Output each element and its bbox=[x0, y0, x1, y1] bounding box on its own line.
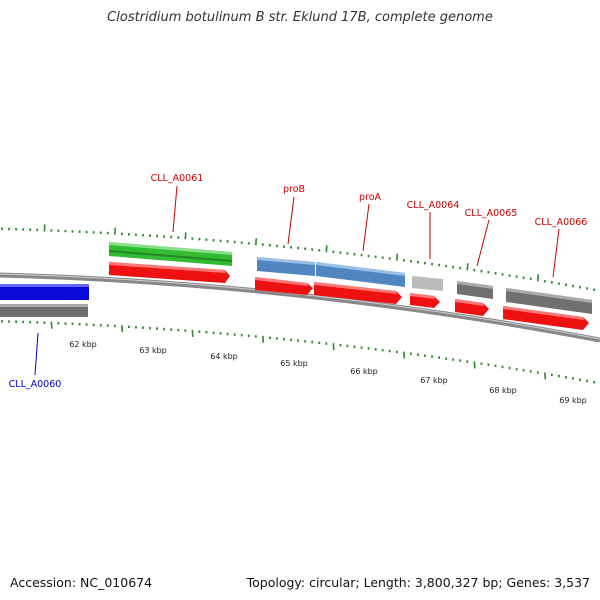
gene-CLL_A0064[interactable] bbox=[410, 276, 443, 308]
gene-label-CLL_A0064[interactable]: CLL_A0064 bbox=[407, 200, 460, 211]
major-tick bbox=[50, 321, 53, 329]
gene-label-CLL_A0060[interactable]: CLL_A0060 bbox=[9, 379, 62, 390]
major-tick bbox=[396, 253, 399, 261]
major-tick bbox=[325, 245, 328, 253]
gene-CLL_A0060[interactable] bbox=[0, 284, 89, 317]
gene-CLL_A0066[interactable] bbox=[503, 288, 592, 330]
major-tick bbox=[403, 351, 406, 359]
gene-label-proA[interactable]: proA bbox=[359, 192, 382, 203]
major-tick bbox=[544, 372, 547, 380]
accession-text: Accession: NC_010674 bbox=[10, 575, 153, 590]
major-tick bbox=[43, 224, 46, 232]
kbp-label: 67 kbp bbox=[420, 376, 448, 385]
major-tick bbox=[466, 263, 469, 271]
gene-proB[interactable] bbox=[255, 257, 315, 295]
kbp-label: 62 kbp bbox=[69, 340, 97, 349]
major-tick bbox=[473, 361, 476, 369]
gene-CLL_A0061[interactable] bbox=[109, 242, 232, 283]
gene-label-proB[interactable]: proB bbox=[283, 184, 305, 195]
kbp-label: 64 kbp bbox=[210, 352, 238, 361]
major-tick bbox=[191, 329, 194, 337]
gene-proA[interactable] bbox=[314, 262, 405, 304]
topology-summary: Topology: circular; Length: 3,800,327 bp… bbox=[246, 575, 590, 590]
gene-label-CLL_A0066[interactable]: CLL_A0066 bbox=[535, 217, 588, 228]
kbp-label: 65 kbp bbox=[280, 359, 308, 368]
major-tick bbox=[184, 232, 187, 240]
major-tick bbox=[121, 325, 124, 333]
gene-CLL_A0065[interactable] bbox=[455, 281, 493, 316]
outer-tick-track bbox=[1, 224, 596, 291]
major-tick bbox=[114, 227, 117, 235]
gene-label-CLL_A0065[interactable]: CLL_A0065 bbox=[465, 208, 518, 219]
gene-label-CLL_A0061[interactable]: CLL_A0061 bbox=[151, 173, 204, 184]
inner-tick-track bbox=[1, 320, 596, 384]
genome-backbone bbox=[0, 272, 600, 343]
kbp-label: 69 kbp bbox=[559, 396, 587, 405]
kbp-label: 68 kbp bbox=[489, 386, 517, 395]
kbp-label: 66 kbp bbox=[350, 367, 378, 376]
major-tick bbox=[262, 335, 265, 343]
kbp-label: 63 kbp bbox=[139, 346, 167, 355]
label-leaders bbox=[34, 185, 560, 376]
major-tick bbox=[332, 343, 335, 351]
page-title: Clostridium botulinum B str. Eklund 17B,… bbox=[107, 10, 493, 25]
major-tick bbox=[537, 274, 540, 282]
